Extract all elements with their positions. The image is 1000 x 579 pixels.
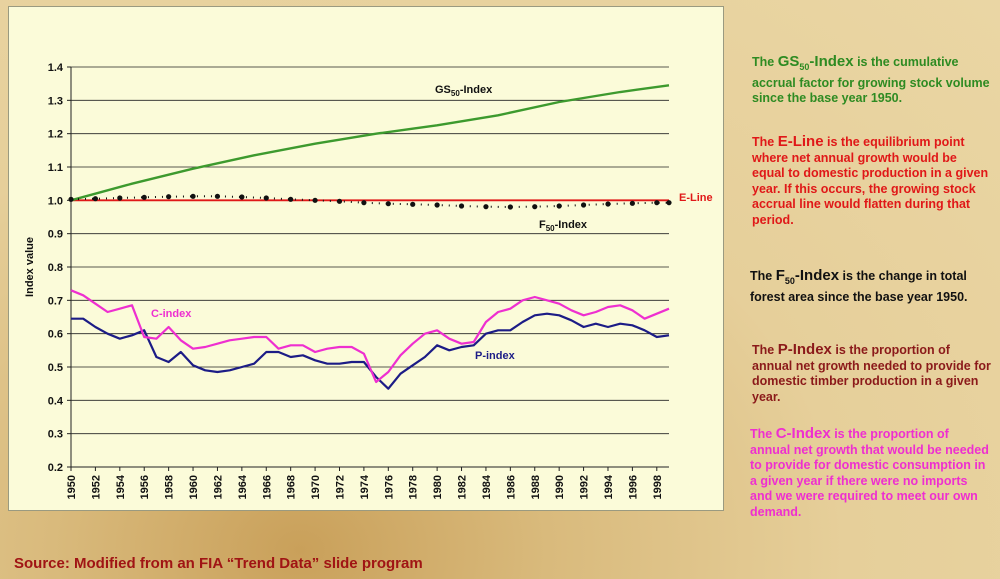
y-tick-label: 1.3: [48, 95, 63, 107]
note-lead: The: [750, 427, 776, 441]
index-line-chart: 0.2 0.3 0.4 0.5 0.6 0.7 0.8 0.9 1.0 1.1 1.2 1.3 1.4 1…: [24, 62, 713, 499]
f50-point: [410, 201, 416, 207]
f50-point: [434, 202, 440, 208]
f50-point: [190, 193, 196, 199]
f50-point: [312, 197, 318, 203]
y-tick-label: 0.7: [48, 295, 63, 307]
y-tick-label: 0.6: [48, 329, 63, 341]
note-body: is the proportion of annual net growth t…: [750, 427, 989, 519]
f50-point: [629, 200, 635, 206]
y-tick-label: 1.2: [48, 129, 63, 141]
x-tick-label: 1984: [481, 474, 493, 499]
gs50-term: GS50-Index: [777, 53, 854, 72]
x-tick-label: 1976: [383, 475, 395, 499]
f50-point: [68, 196, 74, 202]
chart-panel: 0.2 0.3 0.4 0.5 0.6 0.7 0.8 0.9 1.0 1.1 1.2 1.3 1.4 1…: [8, 6, 724, 511]
x-tick-label: 1990: [554, 475, 566, 499]
f50-point: [666, 200, 672, 206]
f50-point: [361, 200, 367, 206]
x-tick-label: 1960: [188, 475, 200, 499]
f50-point: [166, 194, 172, 200]
f50-point: [288, 196, 294, 202]
x-tick-label: 1974: [359, 474, 371, 499]
x-tick-label: 1998: [652, 475, 664, 499]
x-tick-label: 1986: [505, 475, 517, 499]
x-tick-label: 1980: [432, 475, 444, 499]
x-tick-label: 1970: [310, 475, 322, 499]
f50-index-note: The F50-Index is the change in total for…: [750, 268, 990, 305]
source-note: Source: Modified from an FIA “Trend Data…: [14, 555, 423, 572]
f50-point: [507, 204, 513, 210]
y-tick-label: 0.5: [48, 362, 63, 374]
f50-point: [385, 201, 391, 207]
y-tick-label: 1.1: [48, 162, 63, 174]
f50-point: [580, 202, 587, 208]
y-tick-label: 0.4: [48, 395, 64, 407]
series-line-gs50-index: [70, 84, 670, 202]
x-tick-label: 1972: [334, 475, 346, 499]
x-tick-label: 1956: [139, 475, 151, 499]
f50-point: [556, 203, 562, 209]
f50-point: [214, 193, 221, 199]
f50-point: [239, 194, 245, 200]
p-index-note: The P-Index is the proportion of annual …: [752, 342, 992, 405]
y-tick-label: 0.8: [48, 262, 63, 274]
note-lead: The: [752, 55, 778, 69]
f50-point: [532, 204, 538, 210]
f50-point: [605, 201, 611, 207]
x-tick-label: 1968: [286, 475, 298, 499]
f50-point: [336, 198, 343, 204]
x-tick-label: 1950: [66, 475, 78, 499]
y-tick-label: 0.9: [48, 229, 63, 241]
e-line-note: The E-Line is the equilibrium point wher…: [752, 134, 992, 228]
note-lead: The: [752, 135, 778, 149]
x-tick-label: 1992: [579, 475, 591, 499]
x-tick-label: 1966: [261, 475, 273, 499]
x-tick-label: 1988: [530, 475, 542, 499]
f50-point: [117, 195, 123, 201]
p-index-series-label: P-index: [475, 350, 516, 362]
f50-point: [458, 203, 465, 209]
f50-term: F50-Index: [775, 267, 840, 286]
x-tick-label: 1954: [115, 474, 127, 499]
p-index-term: P-Index: [777, 341, 832, 358]
note-body: is the proportion of annual net growth n…: [752, 343, 991, 404]
x-tick-label: 1982: [457, 475, 469, 499]
note-body: is the equilibrium point where net annua…: [752, 135, 989, 227]
e-line-series-label: E-Line: [679, 192, 713, 204]
gs50-index-note: The GS50-Index is the cumulative accrual…: [752, 54, 992, 107]
x-tick-label: 1994: [603, 474, 615, 499]
y-tick-label: 0.2: [48, 462, 63, 474]
f50-point: [141, 194, 147, 200]
f50-point: [483, 204, 489, 210]
gs50-series-label: GS50-Index: [435, 84, 493, 98]
f50-point: [263, 195, 269, 201]
c-index-series-label: C-index: [151, 308, 192, 320]
note-body: is the change in total forest area since…: [750, 269, 968, 304]
c-index-term: C-Index: [775, 425, 831, 442]
f50-point: [654, 200, 660, 206]
series-line-c-index: [70, 289, 670, 384]
note-body: is the cumulative accrual factor for gro…: [752, 55, 990, 105]
e-line-term: E-Line: [777, 133, 824, 150]
c-index-note: The C-Index is the proportion of annual …: [750, 426, 992, 520]
note-lead: The: [752, 343, 778, 357]
x-tick-label: 1978: [408, 475, 420, 499]
y-tick-label: 1.0: [48, 195, 63, 207]
f50-series-label: F50-Index: [539, 219, 588, 233]
x-tick-label: 1962: [212, 475, 224, 499]
f50-point: [92, 196, 99, 202]
x-tick-label: 1964: [237, 474, 249, 499]
x-tick-label: 1952: [90, 475, 102, 499]
y-axis-label: Index value: [24, 237, 36, 297]
y-tick-label: 0.3: [48, 429, 63, 441]
note-lead: The: [750, 269, 776, 283]
y-tick-label: 1.4: [48, 62, 64, 74]
x-tick-label: 1958: [164, 475, 176, 499]
x-tick-label: 1996: [627, 475, 639, 499]
